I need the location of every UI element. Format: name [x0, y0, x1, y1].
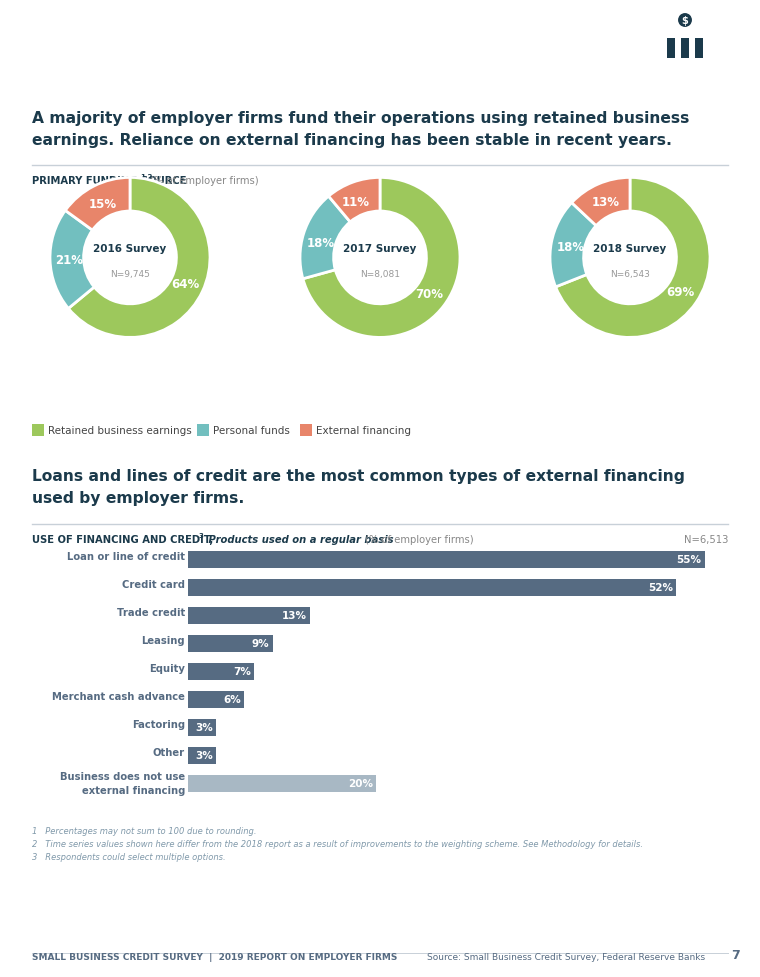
Wedge shape	[65, 178, 130, 231]
Text: 52%: 52%	[648, 582, 673, 592]
Bar	[188, 635, 273, 652]
Bar	[681, 39, 689, 59]
Bar	[188, 551, 705, 568]
Text: Source: Small Business Credit Survey, Federal Reserve Banks: Source: Small Business Credit Survey, Fe…	[427, 952, 705, 961]
Text: SMALL BUSINESS CREDIT SURVEY  |  2019 REPORT ON EMPLOYER FIRMS: SMALL BUSINESS CREDIT SURVEY | 2019 REPO…	[32, 952, 397, 961]
Wedge shape	[550, 203, 596, 287]
Text: 2018 Survey: 2018 Survey	[594, 243, 667, 254]
Text: N=6,543: N=6,543	[610, 270, 650, 278]
Text: 69%: 69%	[667, 286, 695, 299]
Text: Leasing: Leasing	[141, 635, 185, 646]
Bar	[667, 39, 675, 59]
Text: 64%: 64%	[171, 277, 199, 290]
Text: USE OF FINANCING AND CREDIT,: USE OF FINANCING AND CREDIT,	[32, 534, 214, 544]
Circle shape	[677, 13, 693, 29]
Text: 18%: 18%	[307, 236, 335, 249]
Text: 55%: 55%	[676, 554, 701, 565]
Bar	[188, 691, 245, 707]
Text: Credit card: Credit card	[122, 579, 185, 589]
Text: N=6,513: N=6,513	[684, 534, 728, 544]
Text: 1   Percentages may not sum to 100 due to rounding.: 1 Percentages may not sum to 100 due to …	[32, 827, 256, 835]
Wedge shape	[300, 197, 350, 279]
Bar	[300, 425, 312, 437]
Text: 7: 7	[731, 948, 740, 961]
Bar	[695, 39, 703, 59]
Bar	[188, 579, 676, 596]
Text: 2016 Survey: 2016 Survey	[93, 243, 166, 254]
Text: Trade credit: Trade credit	[117, 608, 185, 617]
Text: 11%: 11%	[342, 196, 370, 209]
Bar	[188, 746, 216, 764]
Text: 13%: 13%	[282, 611, 307, 620]
Text: Merchant cash advance: Merchant cash advance	[52, 692, 185, 701]
Text: $: $	[682, 16, 689, 26]
Text: Factoring: Factoring	[132, 719, 185, 729]
Text: Retained business earnings: Retained business earnings	[48, 426, 192, 436]
Text: (% of employer firms): (% of employer firms)	[147, 176, 258, 186]
Bar	[657, 35, 713, 63]
Wedge shape	[572, 178, 630, 227]
Text: 3   Respondents could select multiple options.: 3 Respondents could select multiple opti…	[32, 852, 226, 861]
Text: Other: Other	[153, 747, 185, 757]
Text: 3%: 3%	[195, 750, 213, 760]
Bar	[188, 775, 376, 791]
Polygon shape	[657, 11, 713, 35]
Text: 3: 3	[199, 532, 204, 538]
Text: 3%: 3%	[195, 722, 213, 732]
Text: 70%: 70%	[415, 287, 443, 300]
Text: 20%: 20%	[348, 779, 373, 788]
Text: N=8,081: N=8,081	[360, 270, 400, 278]
Text: Personal funds: Personal funds	[214, 426, 290, 436]
Text: Equity: Equity	[149, 663, 185, 673]
Text: Loans and lines of credit are the most common types of external financing: Loans and lines of credit are the most c…	[32, 469, 685, 484]
Text: 2017 Survey: 2017 Survey	[344, 243, 416, 254]
Text: A majority of employer firms fund their operations using retained business: A majority of employer firms fund their …	[32, 110, 689, 126]
Text: PRIMARY FUNDING SOURCE: PRIMARY FUNDING SOURCE	[32, 176, 186, 186]
Text: 6%: 6%	[223, 695, 242, 704]
Bar	[188, 662, 254, 680]
Text: External financing: External financing	[316, 426, 411, 436]
Bar	[655, 62, 715, 67]
Wedge shape	[50, 211, 94, 309]
Wedge shape	[68, 178, 210, 338]
Text: 21%: 21%	[55, 254, 84, 267]
Text: 18%: 18%	[556, 240, 584, 253]
Text: 1,2: 1,2	[140, 174, 152, 180]
Text: external financing: external financing	[81, 786, 185, 795]
Text: 9%: 9%	[252, 638, 270, 649]
Wedge shape	[303, 178, 460, 338]
Text: used by employer firms.: used by employer firms.	[32, 490, 245, 505]
Bar	[188, 607, 310, 624]
Text: 2   Time series values shown here differ from the 2018 report as a result of imp: 2 Time series values shown here differ f…	[32, 839, 643, 848]
Text: Products used on a regular basis: Products used on a regular basis	[205, 534, 394, 544]
Text: 13%: 13%	[592, 196, 620, 209]
Wedge shape	[328, 178, 380, 223]
Text: Business does not use: Business does not use	[60, 771, 185, 782]
Text: FUNDING BUSINESS OPERATIONS: FUNDING BUSINESS OPERATIONS	[32, 30, 460, 54]
Bar	[188, 719, 216, 736]
Text: Loan or line of credit: Loan or line of credit	[67, 551, 185, 562]
Text: 15%: 15%	[88, 197, 116, 210]
Text: N=9,745: N=9,745	[110, 270, 150, 278]
Bar	[197, 425, 209, 437]
Text: (% of employer firms): (% of employer firms)	[362, 534, 473, 544]
Text: 7%: 7%	[233, 666, 251, 676]
Wedge shape	[556, 178, 710, 338]
Text: earnings. Reliance on external financing has been stable in recent years.: earnings. Reliance on external financing…	[32, 133, 672, 148]
Bar	[32, 425, 44, 437]
